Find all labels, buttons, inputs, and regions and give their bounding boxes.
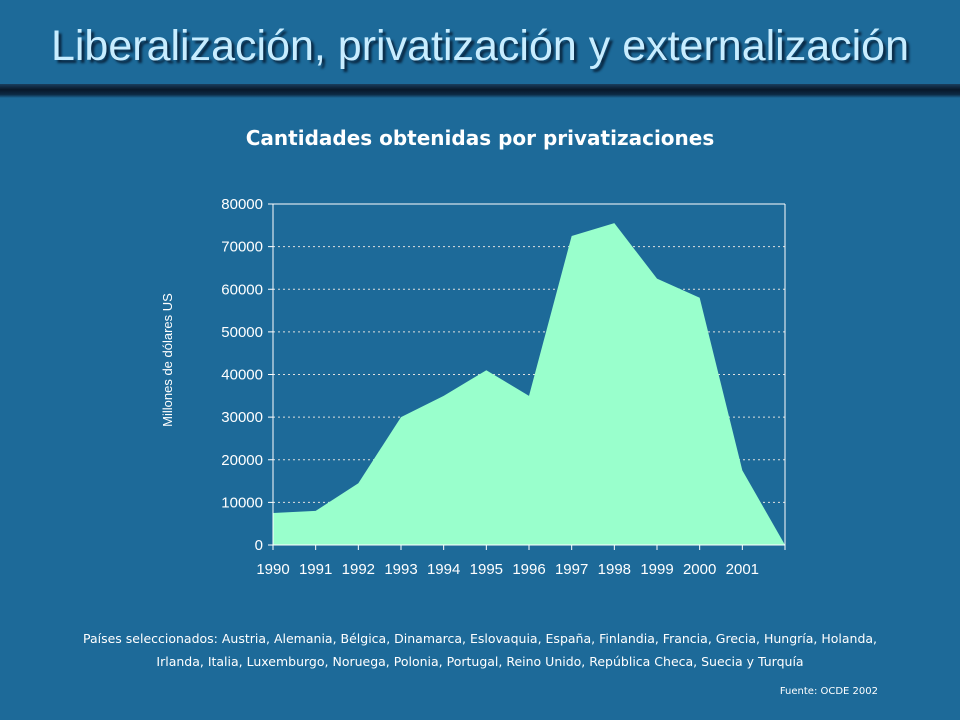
area-series [273, 223, 785, 545]
countries-line-2: Irlanda, Italia, Luxemburgo, Noruega, Po… [156, 654, 804, 669]
x-tick-label: 1992 [342, 561, 375, 578]
countries-line-1: Países seleccionados: Austria, Alemania,… [82, 631, 878, 646]
y-tick-label: 30000 [221, 409, 263, 426]
countries-note: Países seleccionados: Austria, Alemania,… [20, 627, 940, 673]
y-tick-label: 70000 [221, 239, 263, 256]
x-tick-label: 2001 [726, 561, 759, 578]
x-tick-label: 1998 [598, 561, 631, 578]
x-tick-label: 1994 [427, 561, 460, 578]
y-tick-labels: 0 10000 20000 30000 40000 50000 60000 70000 8000… [221, 196, 263, 554]
slide-title: Liberalización, privatización y external… [50, 22, 910, 70]
y-tick-label: 50000 [221, 324, 263, 341]
x-tick-label: 1991 [299, 561, 332, 578]
title-divider [0, 84, 960, 98]
area-fill [273, 223, 785, 545]
y-tick-label: 40000 [221, 367, 263, 384]
x-tick-label: 1996 [512, 561, 545, 578]
x-tick-label: 2000 [683, 561, 716, 578]
y-tick-label: 20000 [221, 452, 263, 469]
x-tick-label: 1990 [256, 561, 289, 578]
x-tick-labels: 1990 1991 1992 1993 1994 1995 1996 1997 1998 1999… [256, 561, 759, 578]
chart-title: Cantidades obtenidas por privatizaciones [245, 126, 715, 150]
source-note: Fuente: OCDE 2002 [779, 686, 878, 697]
x-tick-label: 1993 [384, 561, 417, 578]
x-tick-label: 1995 [470, 561, 503, 578]
x-tick-label: 1999 [640, 561, 673, 578]
axes [268, 203, 786, 550]
x-tick-label: 1997 [555, 561, 588, 578]
y-tick-label: 80000 [221, 196, 263, 213]
y-axis-label: Millones de dólares US [160, 293, 175, 427]
y-tick-label: 0 [255, 537, 263, 554]
y-tick-label: 10000 [221, 494, 263, 511]
y-tick-label: 60000 [221, 281, 263, 298]
